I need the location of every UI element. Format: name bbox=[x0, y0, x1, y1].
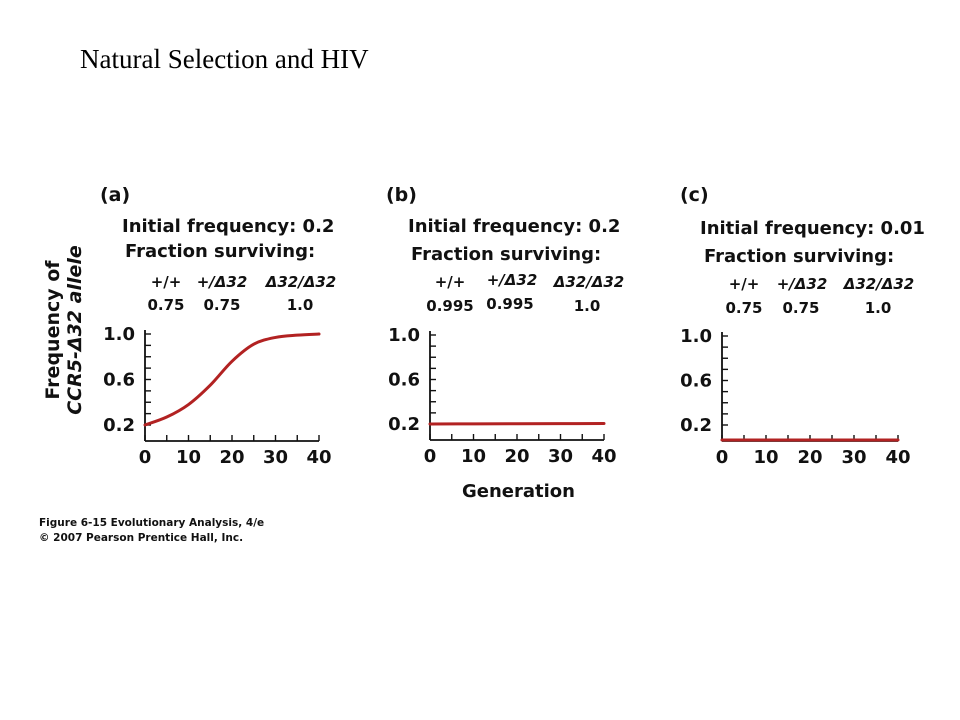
genotype-homozygote: Δ32/Δ32 bbox=[265, 273, 337, 291]
x-axis-label: Generation bbox=[462, 481, 575, 502]
genotype-wildtype: +/+ bbox=[434, 273, 466, 291]
x-tick-label: 20 bbox=[219, 447, 244, 468]
genotype-heterozygote: +/Δ32 bbox=[196, 273, 248, 291]
genotype-wildtype: +/+ bbox=[150, 273, 182, 291]
y-tick-label: 1.0 bbox=[103, 324, 135, 345]
x-tick-label: 40 bbox=[591, 446, 616, 467]
initial-frequency-label: Initial frequency: 0.01 bbox=[700, 218, 925, 239]
genotype-homozygote: Δ32/Δ32 bbox=[843, 275, 915, 293]
y-tick-label: 1.0 bbox=[680, 326, 712, 347]
chart-c: 0.2 0.6 1.0 0 10 20 30 40 bbox=[680, 326, 910, 468]
chart-a: 0.2 0.6 1.0 0 10 20 30 40 bbox=[103, 324, 331, 468]
x-tick-label: 10 bbox=[461, 446, 486, 467]
panel-letter: (b) bbox=[386, 184, 417, 206]
y-axis-label-line1: Frequency of bbox=[42, 260, 64, 400]
x-tick-label: 0 bbox=[424, 446, 437, 467]
x-tick-label: 20 bbox=[504, 446, 529, 467]
caption-line1: Figure 6-15 Evolutionary Analysis, 4/e bbox=[39, 517, 265, 529]
survival-heterozygote: 0.75 bbox=[782, 299, 820, 317]
data-line bbox=[143, 332, 321, 427]
x-tick-label: 20 bbox=[797, 447, 822, 468]
genotype-homozygote: Δ32/Δ32 bbox=[553, 273, 625, 291]
y-tick-label: 0.2 bbox=[680, 415, 712, 436]
survival-heterozygote: 0.995 bbox=[486, 295, 534, 313]
slide-title: Natural Selection and HIV bbox=[80, 44, 369, 74]
survival-homozygote: 1.0 bbox=[573, 297, 601, 315]
y-tick-label: 0.6 bbox=[388, 370, 420, 391]
genotype-heterozygote: +/Δ32 bbox=[486, 271, 538, 289]
survival-homozygote: 1.0 bbox=[864, 299, 892, 317]
chart-b: 0.2 0.6 1.0 0 10 20 30 40 bbox=[388, 325, 616, 467]
y-tick-label: 1.0 bbox=[388, 325, 420, 346]
y-tick-label: 0.6 bbox=[680, 371, 712, 392]
y-tick-label: 0.2 bbox=[388, 414, 420, 435]
x-tick-label: 40 bbox=[306, 447, 331, 468]
x-tick-label: 10 bbox=[176, 447, 201, 468]
panel-b: (b) Initial frequency: 0.2 Fraction surv… bbox=[386, 176, 646, 506]
survival-wildtype: 0.75 bbox=[725, 299, 763, 317]
survival-heterozygote: 0.75 bbox=[203, 296, 241, 314]
panel-a: (a) Initial frequency: 0.2 Fraction surv… bbox=[100, 176, 360, 506]
x-tick-label: 30 bbox=[548, 446, 573, 467]
fraction-surviving-label: Fraction surviving: bbox=[704, 246, 895, 267]
y-tick-label: 0.6 bbox=[103, 370, 135, 391]
x-tick-label: 30 bbox=[841, 447, 866, 468]
x-tick-label: 30 bbox=[263, 447, 288, 468]
genotype-wildtype: +/+ bbox=[728, 275, 760, 293]
initial-frequency-label: Initial frequency: 0.2 bbox=[408, 216, 621, 237]
survival-wildtype: 0.995 bbox=[426, 297, 474, 315]
panel-letter: (c) bbox=[680, 184, 709, 206]
caption-line2: © 2007 Pearson Prentice Hall, Inc. bbox=[39, 532, 244, 544]
survival-homozygote: 1.0 bbox=[286, 296, 314, 314]
x-tick-label: 0 bbox=[716, 447, 729, 468]
genotype-heterozygote: +/Δ32 bbox=[776, 275, 828, 293]
fraction-surviving-label: Fraction surviving: bbox=[125, 241, 316, 262]
figure-caption: Figure 6-15 Evolutionary Analysis, 4/e ©… bbox=[39, 516, 264, 546]
x-tick-label: 10 bbox=[753, 447, 778, 468]
initial-frequency-label: Initial frequency: 0.2 bbox=[122, 216, 335, 237]
y-tick-label: 0.2 bbox=[103, 415, 135, 436]
y-axis-label-line2: CCR5-Δ32 allele bbox=[64, 245, 86, 415]
panel-letter: (a) bbox=[100, 184, 131, 206]
fraction-surviving-label: Fraction surviving: bbox=[411, 244, 602, 265]
x-tick-label: 40 bbox=[885, 447, 910, 468]
panel-c: (c) Initial frequency: 0.01 Fraction sur… bbox=[680, 176, 940, 506]
survival-wildtype: 0.75 bbox=[147, 296, 185, 314]
x-tick-label: 0 bbox=[139, 447, 152, 468]
